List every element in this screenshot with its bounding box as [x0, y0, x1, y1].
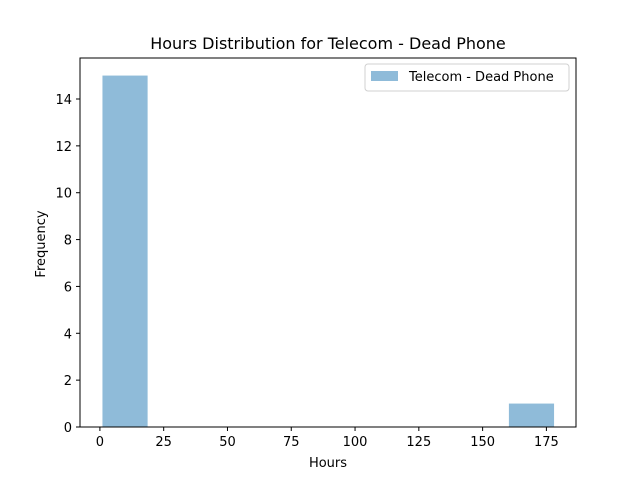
x-tick-label: 100 [343, 435, 368, 450]
y-axis: 0 2 4 6 8 10 12 14 [55, 93, 80, 436]
legend: Telecom - Dead Phone [364, 63, 570, 92]
x-tick-label: 125 [406, 435, 431, 450]
x-axis-label: Hours [309, 456, 347, 471]
legend-label: Telecom - Dead Phone [408, 70, 554, 85]
y-tick-label: 12 [55, 140, 72, 155]
x-axis: 0 25 50 75 100 125 150 175 [96, 427, 559, 450]
bars-layer [102, 75, 555, 428]
y-tick-label: 10 [55, 187, 72, 202]
legend-box [364, 63, 570, 92]
x-tick-label: 175 [534, 435, 559, 450]
y-tick-label: 2 [64, 374, 72, 389]
x-tick-label: 75 [283, 435, 300, 450]
y-tick-label: 4 [64, 327, 72, 342]
legend-swatch [371, 71, 398, 81]
y-axis-label: Frequency [34, 210, 49, 277]
y-tick-label: 0 [64, 421, 72, 436]
y-tick-label: 8 [64, 234, 72, 249]
chart-title: Hours Distribution for Telecom - Dead Ph… [150, 34, 506, 53]
histogram-bar [508, 403, 555, 427]
x-tick-label: 50 [219, 435, 236, 450]
histogram-bar [102, 75, 148, 428]
y-tick-label: 6 [64, 280, 72, 295]
y-tick-label: 14 [55, 93, 72, 108]
x-tick-label: 150 [470, 435, 495, 450]
x-tick-label: 25 [155, 435, 172, 450]
x-tick-label: 0 [96, 435, 104, 450]
plot-frame [79, 57, 577, 428]
